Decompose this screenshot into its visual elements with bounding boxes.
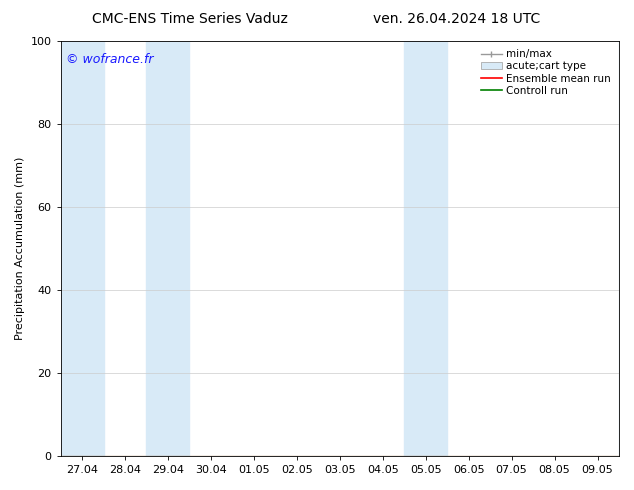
Bar (146, 41, 190, 456)
Text: CMC-ENS Time Series Vaduz: CMC-ENS Time Series Vaduz (93, 12, 288, 26)
Bar (619, 41, 634, 456)
Bar (404, 41, 447, 456)
Text: ven. 26.04.2024 18 UTC: ven. 26.04.2024 18 UTC (373, 12, 540, 26)
Legend: min/max, acute;cart type, Ensemble mean run, Controll run: min/max, acute;cart type, Ensemble mean … (478, 46, 614, 99)
Text: © wofrance.fr: © wofrance.fr (66, 53, 153, 67)
Y-axis label: Precipitation Accumulation (mm): Precipitation Accumulation (mm) (15, 157, 25, 340)
Bar (61, 41, 103, 456)
